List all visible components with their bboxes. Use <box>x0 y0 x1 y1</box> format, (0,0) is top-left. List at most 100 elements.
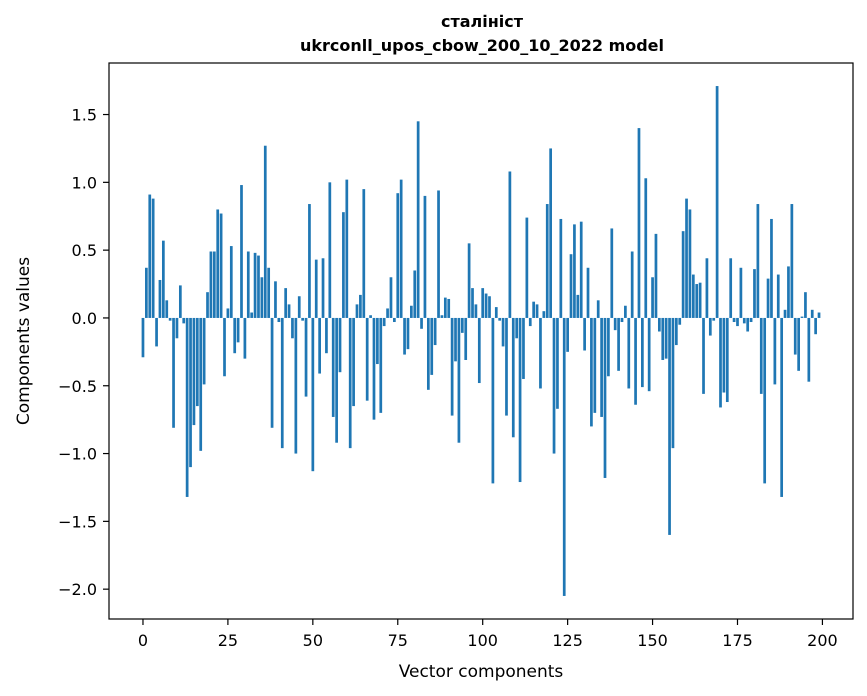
bar <box>206 292 209 318</box>
bar <box>807 317 811 382</box>
bar <box>321 258 325 318</box>
chart-title: сталініст <box>441 12 524 31</box>
bar <box>790 204 794 318</box>
bar <box>301 317 305 321</box>
x-tick-label: 175 <box>722 631 753 650</box>
bar <box>637 128 641 318</box>
bar <box>450 317 454 416</box>
bar <box>467 243 471 318</box>
bar <box>668 317 671 535</box>
bar <box>192 317 196 426</box>
bar <box>318 317 321 374</box>
bar <box>209 251 213 318</box>
bar <box>583 317 586 351</box>
bar <box>460 317 464 333</box>
y-tick-label: −1.5 <box>58 512 97 531</box>
bar <box>471 288 474 318</box>
bar <box>559 218 563 318</box>
bar <box>386 308 389 318</box>
bar <box>488 296 491 318</box>
x-tick-label: 125 <box>552 631 583 650</box>
x-axis-ticks: 0 25 50 75 100 125 150 175 200 <box>138 619 838 650</box>
bar <box>644 178 648 318</box>
bar <box>685 198 688 318</box>
bar <box>284 288 288 318</box>
x-tick-label: 150 <box>637 631 668 650</box>
bar <box>664 317 668 359</box>
bar <box>494 307 498 318</box>
bar <box>511 317 515 438</box>
bar <box>382 317 386 327</box>
bar <box>725 317 729 403</box>
bar <box>705 258 709 318</box>
bar <box>749 317 753 323</box>
bar <box>525 217 529 318</box>
bar <box>739 267 743 318</box>
bar <box>464 317 468 360</box>
bar <box>151 198 155 318</box>
y-tick-label: 1.5 <box>72 106 97 125</box>
y-tick-label: 1.0 <box>72 173 97 192</box>
y-axis-ticks: −2.0 −1.5 −1.0 −0.5 0.0 0.5 1.0 1.5 <box>58 106 109 599</box>
bar <box>674 317 678 346</box>
bar <box>617 317 620 371</box>
bar <box>216 209 220 318</box>
bar <box>155 317 158 347</box>
bar <box>800 316 804 318</box>
bar <box>528 317 532 327</box>
bar <box>708 317 712 336</box>
bar <box>420 317 423 329</box>
bar <box>817 312 821 318</box>
bar <box>562 317 566 596</box>
bar <box>712 317 716 321</box>
bar <box>308 204 311 318</box>
bar <box>576 294 580 318</box>
bar <box>477 317 481 384</box>
bar <box>518 317 522 483</box>
bar <box>654 233 658 318</box>
bar <box>393 317 396 323</box>
bar <box>746 317 750 332</box>
bar <box>661 317 665 360</box>
bar <box>145 267 148 318</box>
bar <box>535 304 539 318</box>
bar <box>776 274 780 318</box>
bar <box>566 317 569 352</box>
bar <box>556 317 559 409</box>
bar <box>698 282 702 318</box>
bar <box>457 317 461 443</box>
bar <box>539 317 542 389</box>
bar <box>240 185 243 318</box>
bar <box>590 317 593 427</box>
bar <box>793 317 797 355</box>
bar <box>797 317 801 371</box>
bar <box>634 317 637 405</box>
x-tick-label: 25 <box>218 631 238 650</box>
bar <box>620 317 624 323</box>
bar <box>715 86 719 318</box>
x-tick-label: 100 <box>467 631 498 650</box>
bar <box>236 317 240 343</box>
bar <box>603 317 607 478</box>
bar <box>331 317 335 417</box>
bar <box>182 317 186 324</box>
bar <box>498 317 502 321</box>
bar <box>440 315 444 318</box>
bar <box>787 266 790 318</box>
bar <box>702 317 705 394</box>
bar <box>362 189 366 318</box>
bar <box>481 288 485 318</box>
x-tick-label: 75 <box>388 631 408 650</box>
bar <box>671 317 675 449</box>
x-tick-label: 50 <box>303 631 323 650</box>
bar <box>569 254 573 318</box>
bar <box>287 304 291 318</box>
bar <box>223 317 226 377</box>
bar <box>437 190 440 318</box>
bar <box>763 317 767 484</box>
bar <box>542 311 546 318</box>
bar <box>678 317 682 325</box>
bar <box>345 179 349 318</box>
bar <box>416 121 420 318</box>
